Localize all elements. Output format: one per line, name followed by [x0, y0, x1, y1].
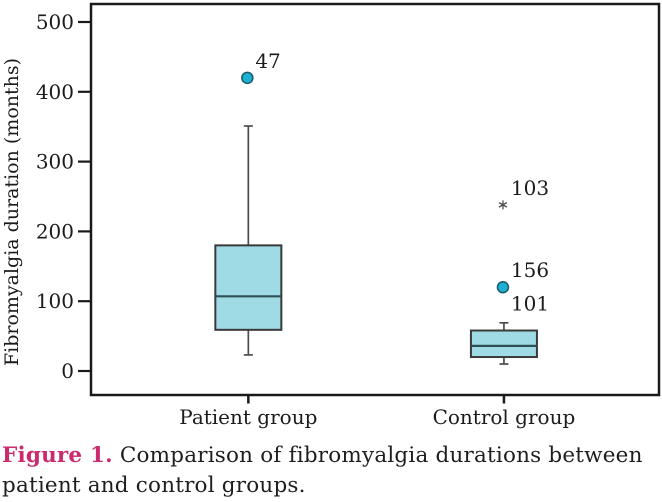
- category-label: Patient group: [179, 405, 317, 429]
- box: [469, 329, 538, 359]
- outlier-label: 47: [255, 49, 280, 73]
- y-tick-label: 300: [36, 150, 74, 174]
- plot-frame: [89, 2, 661, 397]
- category-label: Control group: [433, 405, 576, 429]
- outlier-circle: [496, 280, 510, 294]
- outlier-label: 103: [511, 176, 549, 200]
- outlier-circle: [241, 71, 254, 85]
- outlier-label: 156: [511, 258, 549, 282]
- y-tick-label: 500: [36, 10, 74, 34]
- box: [214, 244, 283, 331]
- y-tick-label: 400: [36, 80, 74, 104]
- outlier-label: 101: [511, 292, 549, 316]
- y-tick-label: 200: [36, 219, 74, 243]
- figure-caption: Figure 1. Comparison of fibromyalgia dur…: [0, 438, 662, 501]
- outlier-asterisk: [498, 202, 508, 208]
- figure-caption-label: Figure 1.: [2, 443, 113, 468]
- y-tick-label: 100: [36, 289, 74, 313]
- boxplot-chart: 0 100 200 300 400 500 Fibromyalgia duration (m…: [1, 2, 661, 429]
- y-tick-label: 0: [61, 359, 74, 383]
- figure-caption-text: Comparison of fibromyalgia durations bet…: [2, 443, 643, 498]
- y-axis-title: Fibromyalgia duration (months): [1, 58, 23, 366]
